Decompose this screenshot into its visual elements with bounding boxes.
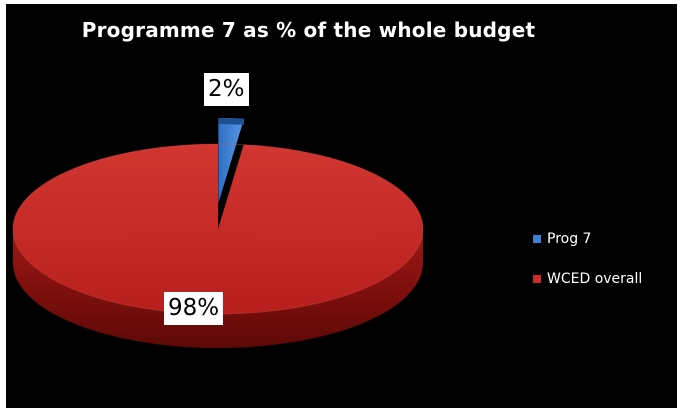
legend: Prog 7 WCED overall: [533, 228, 642, 308]
pie-side-wced-overall: [13, 229, 423, 348]
legend-item-prog-7: Prog 7: [533, 228, 642, 250]
pie-side-prog-7: [218, 118, 245, 125]
data-label-wced-overall: 98%: [164, 292, 224, 325]
chart-frame: Programme 7 as % of the whole budget 2% …: [6, 4, 677, 408]
pie-chart: [12, 118, 424, 348]
legend-swatch-prog-7: [533, 235, 541, 243]
legend-swatch-wced-overall: [533, 275, 541, 283]
data-label-prog-7: 2%: [204, 73, 249, 106]
legend-label-prog-7: Prog 7: [547, 231, 592, 247]
pie-slice-prog-7: [218, 118, 245, 204]
legend-item-wced-overall: WCED overall: [533, 268, 642, 290]
pie-slice-wced-overall: [12, 144, 423, 314]
legend-label-wced-overall: WCED overall: [547, 271, 643, 287]
chart-title: Programme 7 as % of the whole budget: [81, 18, 536, 42]
